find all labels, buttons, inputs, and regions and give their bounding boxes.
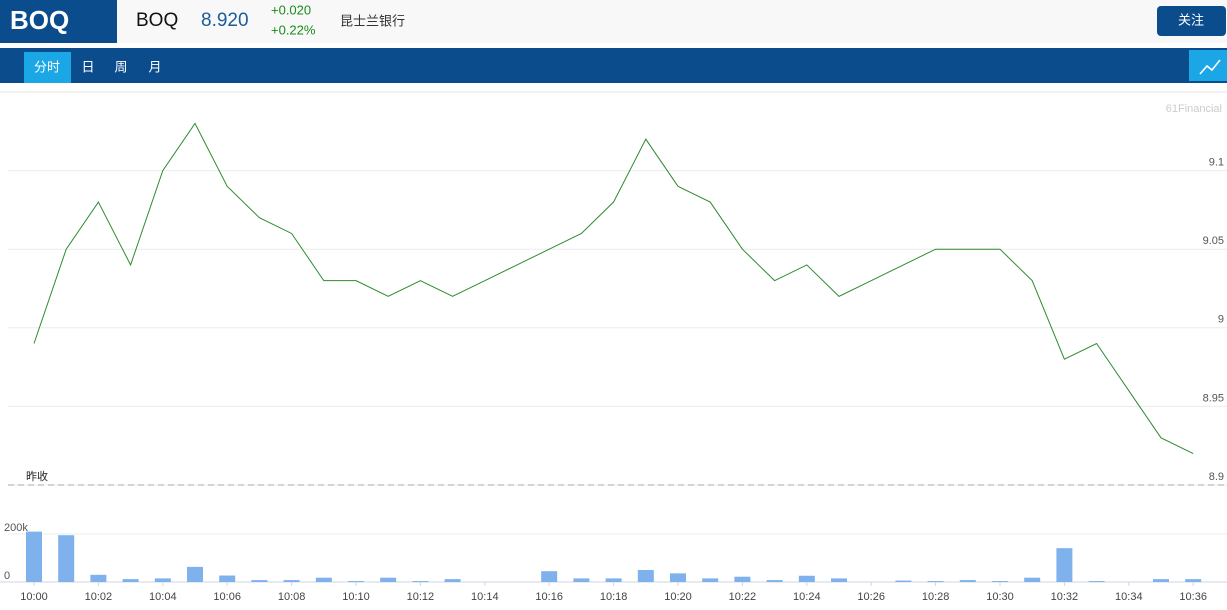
volume-bar xyxy=(283,580,300,582)
volume-bar xyxy=(541,571,558,582)
change-pct: +0.22% xyxy=(271,22,316,37)
volume-bar xyxy=(992,581,1008,582)
x-tick-label: 10:04 xyxy=(149,591,177,603)
x-tick-label: 10:16 xyxy=(535,591,563,603)
volume-bar xyxy=(90,574,107,582)
price: 8.920 xyxy=(201,10,249,31)
y-tick-label: 9.05 xyxy=(1203,235,1224,247)
y-tick-label: 8.95 xyxy=(1203,392,1224,404)
volume-bar xyxy=(251,580,268,582)
volume-bar xyxy=(605,578,622,582)
x-tick-label: 10:24 xyxy=(793,591,821,603)
volume-bar xyxy=(895,580,912,582)
volume-bar xyxy=(702,578,719,582)
volume-bar xyxy=(1185,579,1202,582)
x-tick-label: 10:26 xyxy=(857,591,885,603)
chart-icon[interactable] xyxy=(1199,59,1221,75)
x-tick-label: 10:22 xyxy=(729,591,757,603)
x-tick-label: 10:18 xyxy=(600,591,628,603)
x-tick-label: 10:10 xyxy=(342,591,370,603)
volume-bar xyxy=(412,581,429,582)
x-tick-label: 10:12 xyxy=(407,591,435,603)
volume-bar xyxy=(573,578,590,582)
volume-bar xyxy=(1088,581,1105,582)
volume-bar xyxy=(122,579,139,582)
x-tick-label: 10:14 xyxy=(471,591,499,603)
volume-bar xyxy=(380,577,397,582)
follow-button[interactable] xyxy=(1157,6,1226,36)
volume-bar xyxy=(1024,577,1041,582)
volume-bar xyxy=(831,578,847,582)
volume-bar xyxy=(26,531,42,582)
volume-tick-label: 0 xyxy=(4,570,10,582)
x-tick-label: 10:30 xyxy=(986,591,1014,603)
x-tick-label: 10:06 xyxy=(213,591,241,603)
x-tick-label: 10:36 xyxy=(1179,591,1207,603)
tab[interactable]: 月 xyxy=(148,59,161,74)
volume-bar xyxy=(219,575,236,582)
x-tick-label: 10:32 xyxy=(1051,591,1079,603)
x-tick-label: 10:00 xyxy=(20,591,48,603)
tab-bar xyxy=(0,48,1227,83)
volume-bar xyxy=(670,573,686,582)
volume-bar xyxy=(798,575,815,582)
header-bar xyxy=(0,0,1227,43)
tab[interactable]: 分时 xyxy=(34,59,60,74)
y-tick-label: 9 xyxy=(1218,314,1224,326)
volume-bar xyxy=(959,580,976,582)
stock-name: 昆士兰银行 xyxy=(340,13,405,28)
x-tick-label: 10:20 xyxy=(664,591,692,603)
change: +0.020 xyxy=(271,2,311,17)
volume-bar xyxy=(154,578,171,582)
tab-active-bg xyxy=(24,52,71,83)
volume-tick-label: 200k xyxy=(4,522,28,534)
volume-bar xyxy=(58,535,75,582)
volume-bar xyxy=(315,577,332,582)
volume-bar xyxy=(927,581,944,582)
logo: BOQ xyxy=(10,5,69,35)
volume-bar xyxy=(348,581,364,582)
x-tick-label: 10:02 xyxy=(85,591,113,603)
volume-bar xyxy=(1056,548,1073,582)
prev-close-label: 昨收 xyxy=(26,469,48,483)
x-tick-label: 10:28 xyxy=(922,591,950,603)
volume-bar xyxy=(1153,579,1169,582)
volume-bar xyxy=(734,576,751,582)
watermark: 61Financial xyxy=(1166,103,1222,115)
price-line xyxy=(33,122,1194,455)
plot: 8.9 8.95 9 9.05 9.1 昨收 0 200k 10:00 10:02 10:04 10:… xyxy=(4,122,1227,603)
y-tick-label: 9.1 xyxy=(1209,157,1224,169)
volume-bar xyxy=(766,580,783,582)
volume-bar xyxy=(637,570,654,582)
volume-bar xyxy=(187,566,203,582)
logo-box xyxy=(0,0,117,43)
follow-label[interactable]: 关注 xyxy=(1178,12,1204,27)
x-tick-label: 10:34 xyxy=(1115,591,1143,603)
x-tick-label: 10:08 xyxy=(278,591,306,603)
tab[interactable]: 周 xyxy=(114,59,127,74)
tab[interactable]: 日 xyxy=(81,59,94,74)
chart-icon-bg[interactable] xyxy=(1189,50,1227,81)
y-tick-label: 8.9 xyxy=(1209,471,1224,483)
volume-bar xyxy=(444,579,461,582)
ticker: BOQ xyxy=(136,10,178,31)
